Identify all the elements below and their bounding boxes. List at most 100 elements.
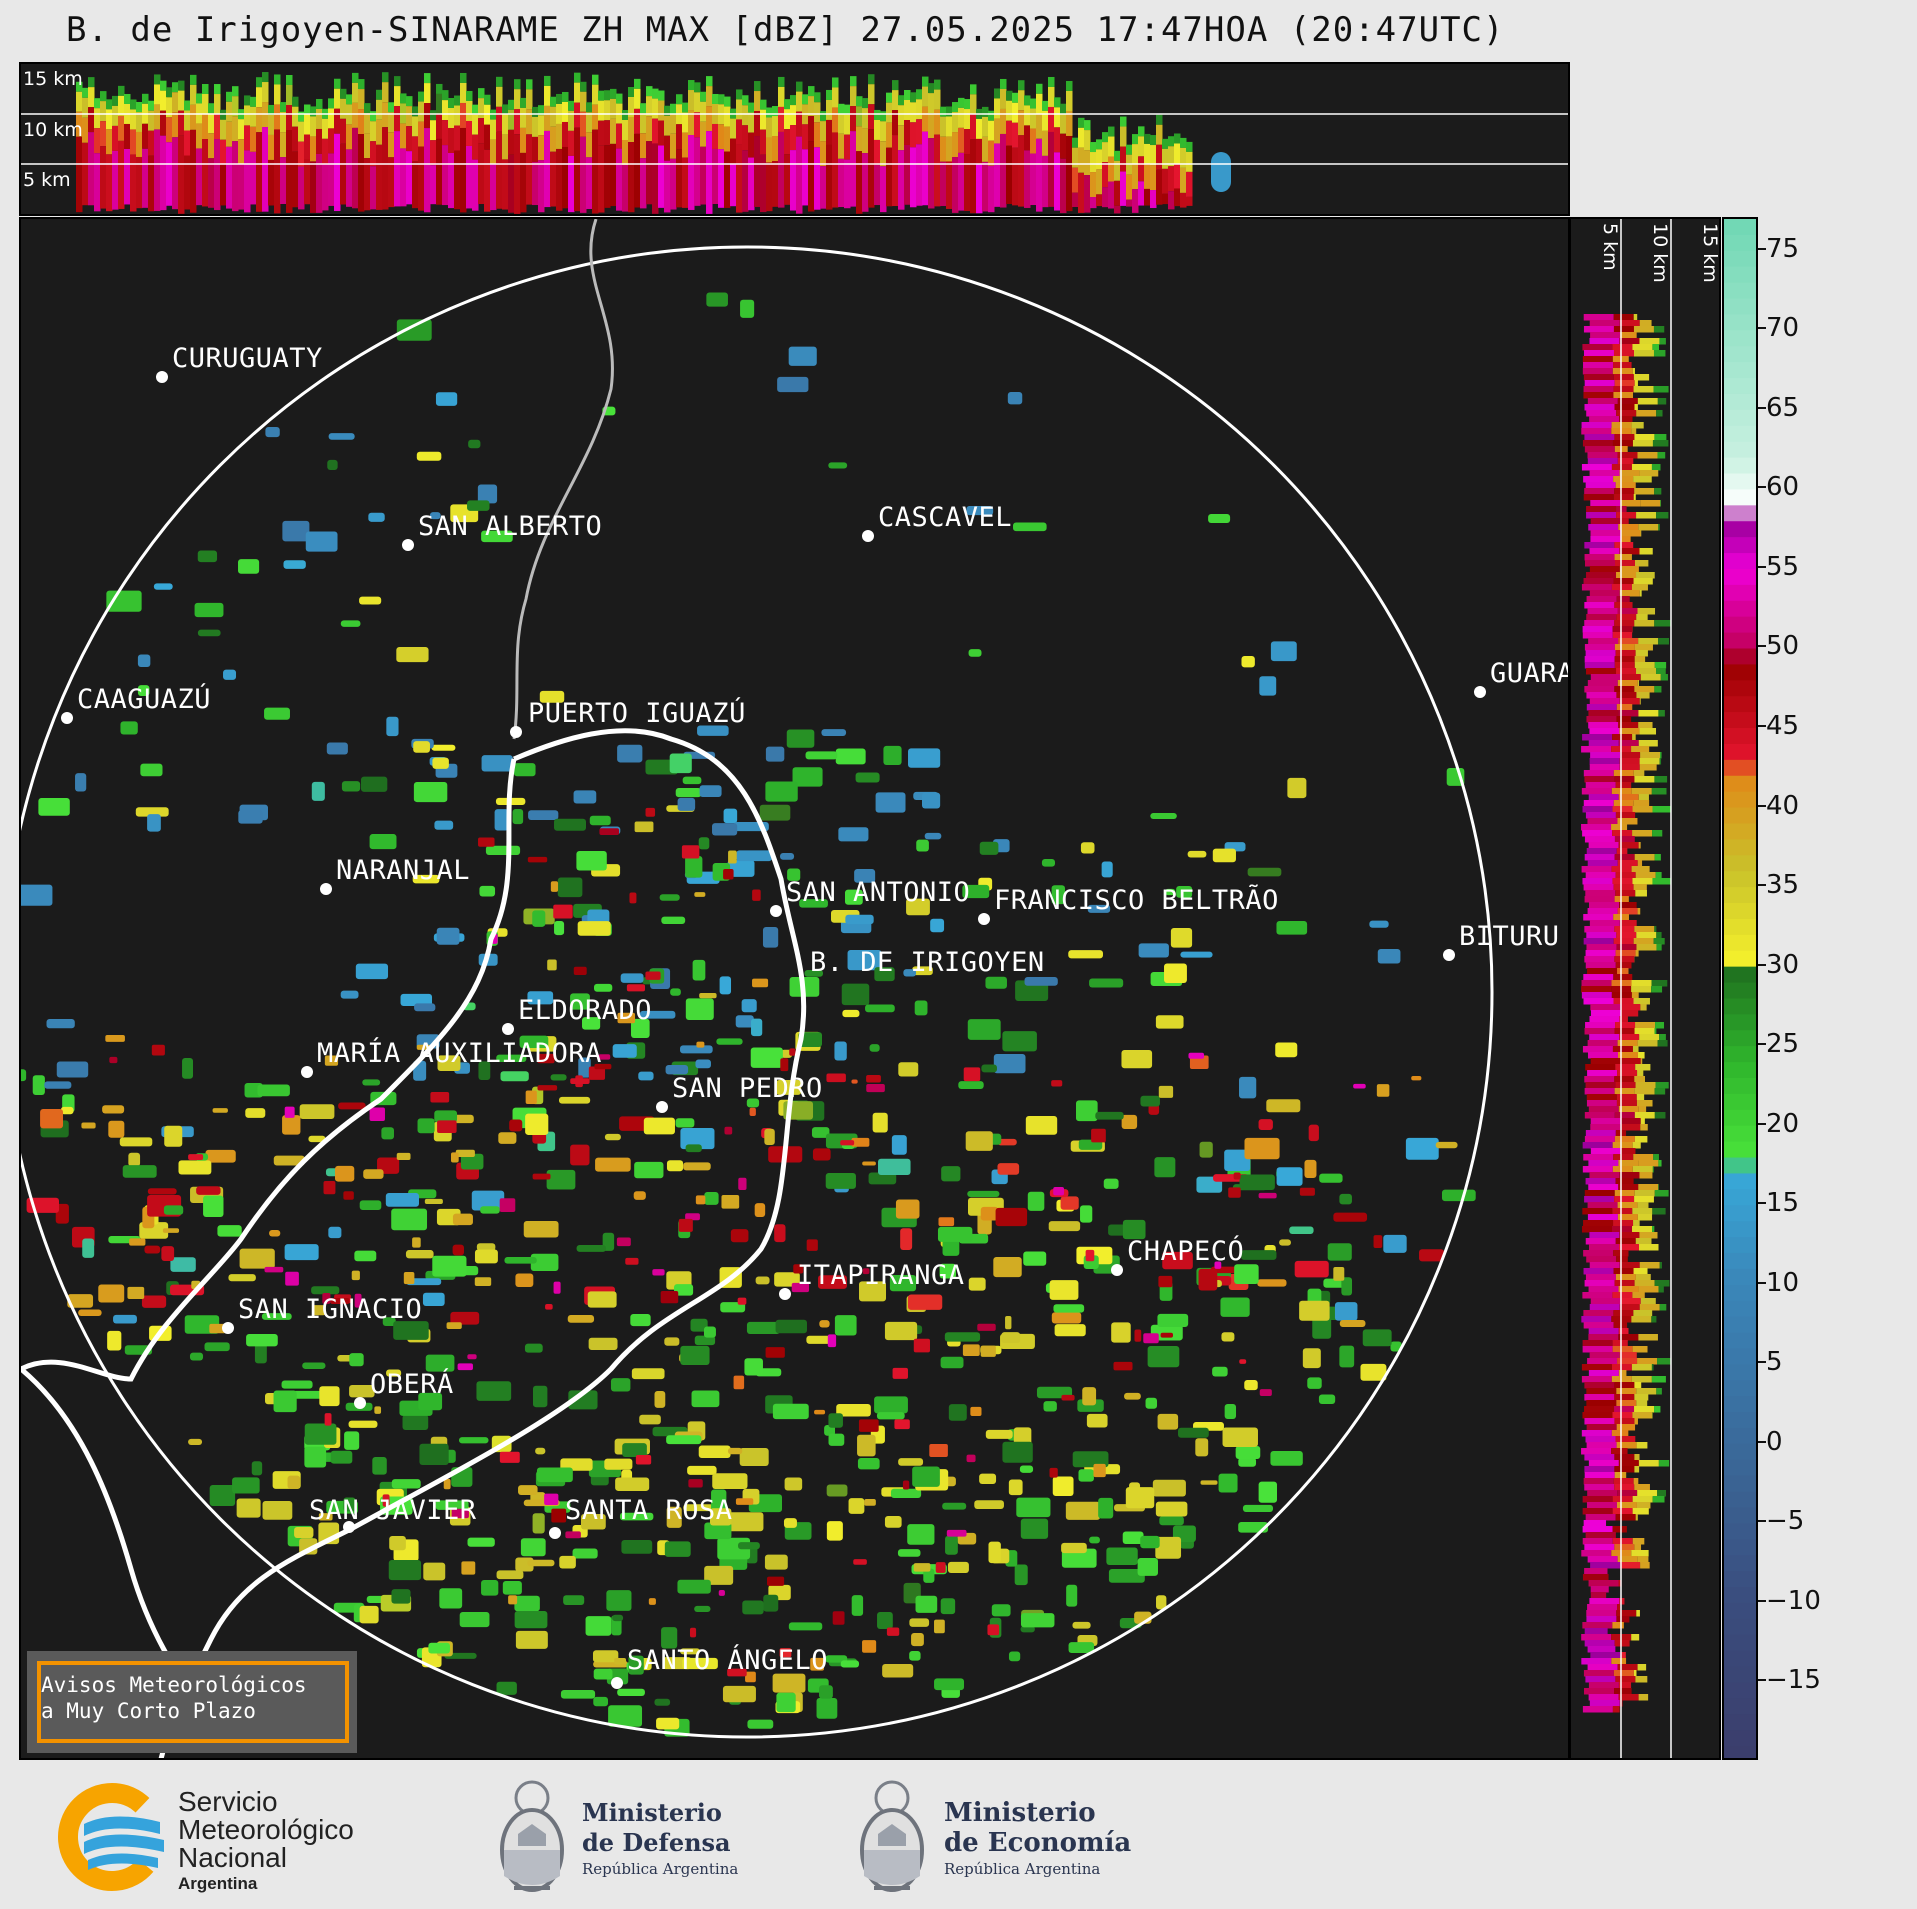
echo-row <box>1633 350 1654 357</box>
city-marker[interactable]: FRANCISCO BELTRÃO <box>978 884 1279 925</box>
echo-column <box>1114 180 1121 206</box>
echo-column <box>736 144 743 213</box>
echo-column <box>736 119 743 145</box>
echo-cell <box>798 1032 823 1048</box>
city-marker[interactable]: CASCAVEL <box>862 502 1012 542</box>
echo-cell <box>751 1018 763 1037</box>
echo-column <box>868 129 875 208</box>
echo-column <box>562 101 569 122</box>
city-marker[interactable]: ELDORADO <box>502 995 652 1035</box>
echo-column <box>646 86 653 97</box>
echo-row <box>1613 770 1634 777</box>
echo-cell <box>536 1467 573 1483</box>
city-marker[interactable]: SAN ALBERTO <box>402 511 602 551</box>
echo-row <box>1654 1088 1666 1095</box>
echo-row <box>1589 1244 1620 1251</box>
colorbar-swatch <box>1724 1252 1756 1270</box>
city-marker[interactable]: CURUGUATY <box>156 343 323 383</box>
echo-cell <box>359 1200 382 1210</box>
echo-core <box>780 1058 789 1072</box>
smn-line-2: Meteorológico <box>178 1814 354 1845</box>
echo-core <box>264 1266 284 1273</box>
echo-column <box>82 117 89 143</box>
city-label: SAN IGNACIO <box>238 1294 422 1325</box>
city-marker[interactable]: BITURU <box>1443 921 1560 961</box>
echo-column <box>868 104 875 130</box>
echo-cell <box>1362 1329 1392 1347</box>
echo-column <box>394 86 401 107</box>
city-marker[interactable]: PUERTO IGUAZÚ <box>510 697 746 738</box>
echo-row <box>1633 770 1645 777</box>
alert-box[interactable]: Avisos Meteorológicos a Muy Corto Plazo <box>27 1651 357 1753</box>
echo-row <box>1613 386 1634 393</box>
echo-core <box>685 1213 700 1221</box>
echo-cell <box>847 950 882 971</box>
echo-row <box>1616 944 1637 951</box>
echo-column <box>916 99 923 120</box>
defensa-line-3: República Argentina <box>582 1860 739 1878</box>
city-marker[interactable]: SAN PEDRO <box>656 1073 823 1113</box>
city-label: BITURU <box>1459 921 1560 952</box>
city-dot-icon <box>156 371 168 383</box>
echo-row <box>1658 1460 1670 1467</box>
echo-row <box>1632 368 1635 375</box>
echo-core <box>369 1107 385 1121</box>
echo-cell <box>338 1102 366 1110</box>
echo-cell <box>874 967 895 982</box>
echo-column <box>520 107 527 128</box>
echo-column <box>514 79 521 90</box>
city-marker[interactable]: MARÍA AUXILIADORA <box>301 1037 602 1078</box>
echo-row <box>1584 1454 1615 1461</box>
city-marker[interactable]: CAAGUAZÚ <box>61 683 211 724</box>
echo-row <box>1582 1622 1613 1629</box>
echo-column <box>244 105 251 126</box>
echo-cell <box>1072 1621 1091 1629</box>
city-label: GUARA <box>1490 658 1570 689</box>
city-marker[interactable]: SAN JAVIER <box>309 1495 477 1533</box>
echo-cell <box>878 1158 911 1176</box>
echo-row <box>1634 1028 1655 1035</box>
echo-row <box>1615 1436 1636 1443</box>
echo-column <box>814 147 821 210</box>
echo-column <box>1042 100 1049 111</box>
echo-column <box>298 166 305 210</box>
radar-map[interactable]: CURUGUATY SAN ALBERTO CASCAVEL CAAGUAZÚ GUAR… <box>19 217 1570 1760</box>
city-dot-icon <box>320 883 332 895</box>
echo-row <box>1584 656 1615 663</box>
echo-column <box>178 80 185 91</box>
range-ring <box>21 245 1494 1739</box>
echo-cell <box>740 299 755 318</box>
echo-cell <box>251 1461 263 1476</box>
city-marker[interactable]: ITAPIRANGA <box>779 1260 965 1300</box>
city-marker[interactable]: GUARA <box>1474 658 1570 698</box>
echo-cell <box>281 1380 313 1389</box>
city-marker[interactable]: B. DE IRIGOYEN <box>810 947 1045 978</box>
echo-column <box>328 153 335 206</box>
echo-column <box>1060 103 1067 114</box>
echo-row <box>1584 686 1615 693</box>
echo-cell <box>568 1390 598 1410</box>
echo-cell <box>359 1605 379 1624</box>
city-marker[interactable]: SANTA ROSA <box>549 1495 733 1539</box>
echo-column <box>1072 137 1079 148</box>
city-marker[interactable]: SAN ANTONIO <box>770 877 970 917</box>
echo-cell <box>416 451 442 461</box>
echo-cell <box>500 1071 529 1082</box>
echo-row <box>1590 1118 1621 1125</box>
echo-cell <box>524 1343 543 1353</box>
echo-column <box>1162 168 1169 194</box>
echo-row <box>1652 830 1663 837</box>
echo-row <box>1619 470 1640 477</box>
city-marker[interactable]: OBERÁ <box>354 1368 454 1409</box>
echo-core <box>752 889 761 901</box>
city-marker[interactable]: SANTO ÁNGELO <box>611 1644 828 1689</box>
echo-column <box>136 111 143 132</box>
echo-column <box>310 106 317 117</box>
echo-cell <box>638 1071 654 1081</box>
echo-core <box>629 892 637 904</box>
echo-row <box>1618 1694 1639 1701</box>
city-marker[interactable]: SAN IGNACIO <box>222 1294 422 1334</box>
city-marker[interactable]: NARANJAL <box>320 855 470 895</box>
echo-column <box>154 129 161 211</box>
city-marker[interactable]: CHAPECÓ <box>1111 1235 1244 1276</box>
